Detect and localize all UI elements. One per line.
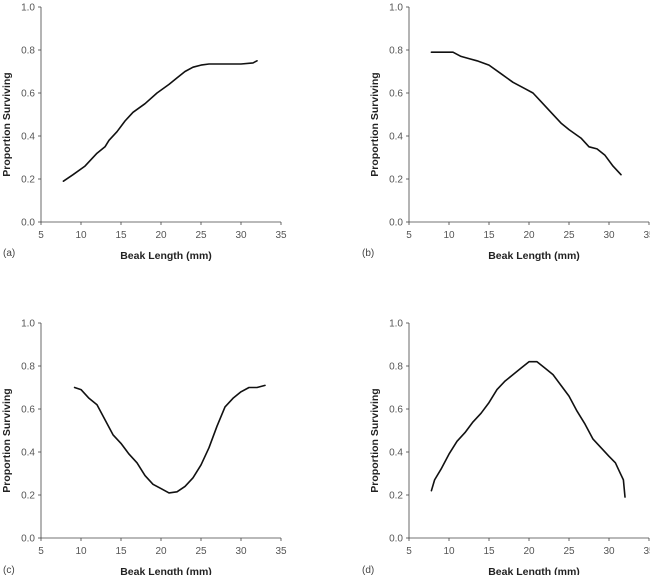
y-tick-label: 0.2 [21,491,35,502]
x-tick-label: 25 [195,230,207,241]
survival-curve [62,59,258,182]
x-tick-label: 5 [406,230,412,241]
x-tick-label: 10 [443,546,455,557]
x-tick-label: 25 [195,546,207,557]
panel-d: 0.0 0.2 0.4 0.6 0.8 1.0 5 10 15 20 25 30 35 Beak Leng… [362,319,650,575]
y-tick-label: 1.0 [21,319,35,330]
y-axis-title: Proportion Surviving [369,72,381,176]
survival-curve [430,360,626,498]
panel-a: 0.0 0.2 0.4 0.6 0.8 1.0 5 10 15 20 25 30 35 Beak Leng… [1,3,287,263]
x-tick-label: 15 [483,546,495,557]
y-tick-label: 0.2 [21,175,35,186]
survival-curve [73,384,266,494]
y-tick-label: 0.8 [21,46,35,57]
x-tick-label: 15 [483,230,495,241]
y-tick-label: 0.8 [389,46,403,57]
x-axis-title: Beak Length (mm) [120,566,212,575]
x-tick-label: 20 [523,230,535,241]
x-tick-label: 25 [563,546,575,557]
x-tick-label: 25 [563,230,575,241]
panel-c: 0.0 0.2 0.4 0.6 0.8 1.0 5 10 15 20 25 30 35 Beak Leng… [1,319,287,575]
y-tick-label: 1.0 [21,3,35,14]
panel-label: (d) [362,565,374,575]
y-tick-label: 0.6 [389,405,403,416]
y-tick-label: 0.4 [21,132,35,143]
x-tick-label: 5 [406,546,412,557]
x-tick-label: 20 [155,230,167,241]
y-tick-label: 1.0 [389,3,403,14]
y-tick-label: 0.2 [389,175,403,186]
y-tick-label: 0.2 [389,491,403,502]
y-tick-label: 0.4 [389,448,403,459]
y-tick-label: 0.6 [21,405,35,416]
y-tick-label: 0.0 [21,218,35,229]
panel-b: 0.0 0.2 0.4 0.6 0.8 1.0 5 10 15 20 25 30 35 Beak Leng… [362,3,650,263]
x-axis-title: Beak Length (mm) [488,566,580,575]
y-axis-title: Proportion Surviving [369,388,381,492]
x-axis-title: Beak Length (mm) [120,250,212,262]
x-tick-label: 10 [75,230,87,241]
x-tick-label: 30 [235,230,247,241]
panel-label: (a) [3,248,15,259]
x-tick-label: 35 [643,230,650,241]
x-tick-label: 30 [235,546,247,557]
x-tick-label: 5 [38,230,44,241]
x-tick-label: 35 [275,230,287,241]
y-tick-label: 1.0 [389,319,403,330]
y-tick-label: 0.6 [21,89,35,100]
x-tick-label: 30 [603,546,615,557]
x-tick-label: 35 [275,546,287,557]
x-tick-label: 10 [443,230,455,241]
panel-label: (c) [3,565,15,575]
x-tick-label: 20 [155,546,167,557]
panel-label: (b) [362,248,374,259]
y-axis-title: Proportion Surviving [1,72,13,176]
y-axis-title: Proportion Surviving [1,388,13,492]
y-tick-label: 0.4 [389,132,403,143]
y-tick-label: 0.8 [389,362,403,373]
x-tick-label: 5 [38,546,44,557]
x-tick-label: 35 [643,546,650,557]
y-tick-label: 0.4 [21,448,35,459]
y-tick-label: 0.0 [389,534,403,545]
survival-curve [430,51,622,176]
y-tick-label: 0.8 [21,362,35,373]
x-tick-label: 10 [75,546,87,557]
x-tick-label: 15 [115,546,127,557]
y-tick-label: 0.0 [389,218,403,229]
y-tick-label: 0.0 [21,534,35,545]
x-tick-label: 30 [603,230,615,241]
x-axis-title: Beak Length (mm) [488,250,580,262]
x-tick-label: 15 [115,230,127,241]
y-tick-label: 0.6 [389,89,403,100]
x-tick-label: 20 [523,546,535,557]
